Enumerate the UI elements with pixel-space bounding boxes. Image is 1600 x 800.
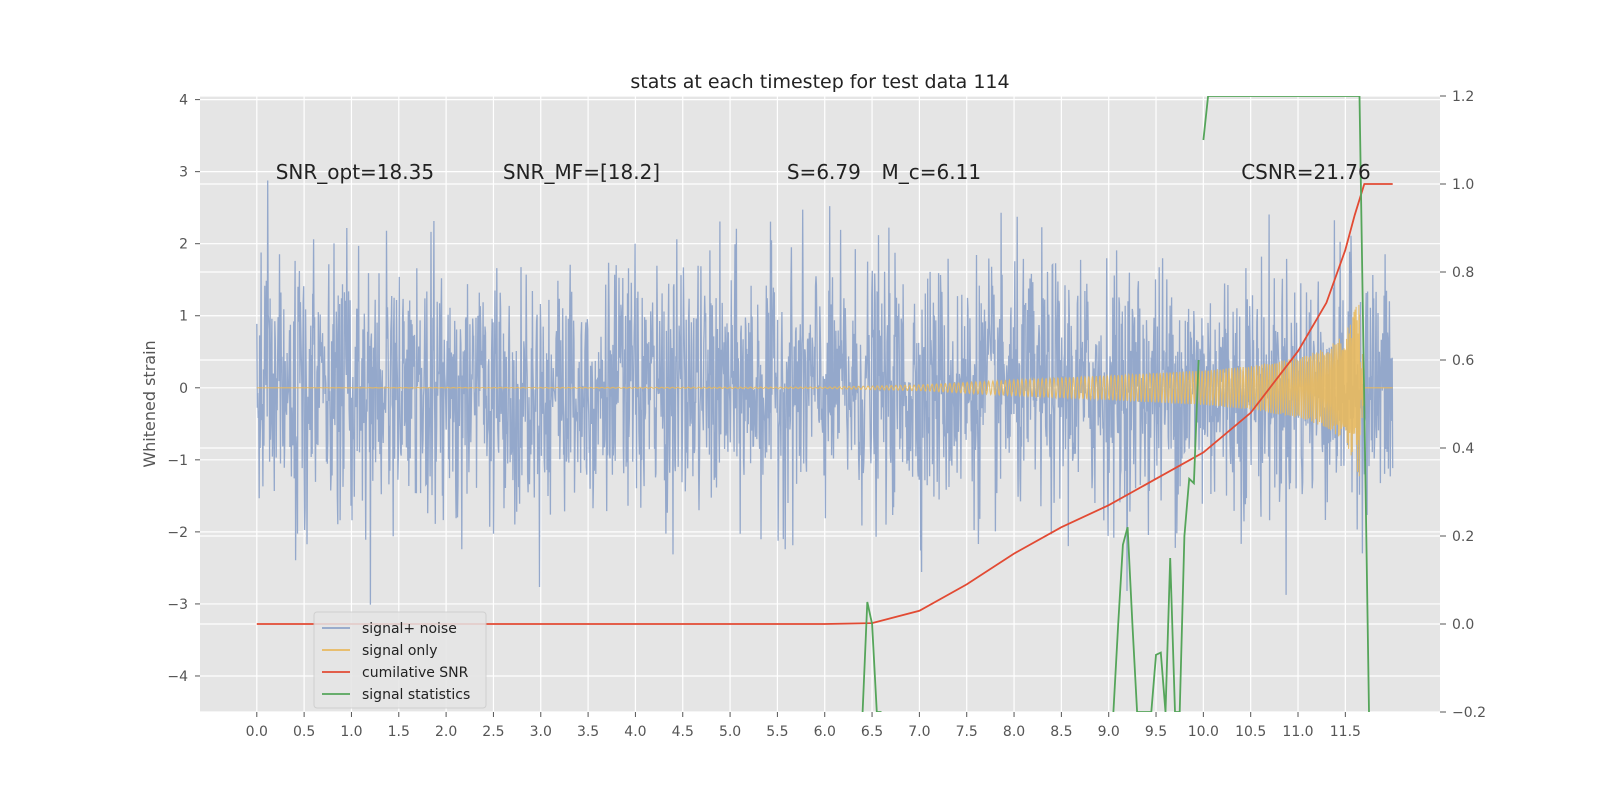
signal-noise-line: [256, 180, 1394, 605]
series-signal-statistics: [861, 96, 1370, 712]
x-tick-label: 11.0: [1282, 724, 1313, 740]
cumulative-snr-line: [256, 183, 1393, 625]
x-tick-label: 4.0: [624, 724, 646, 740]
y2-tick-label: 1.0: [1452, 177, 1474, 193]
chart-title: stats at each timestep for test data 114: [630, 71, 1009, 93]
plot-area: [256, 96, 1394, 712]
series-signal-noise: [256, 180, 1394, 605]
x-tick-label: 11.5: [1330, 724, 1361, 740]
x-tick-label: 8.0: [1003, 724, 1025, 740]
y-axis-ticks: −4 −3 −2 −1 0 1 2 3 4: [167, 93, 200, 685]
annotation-label: CSNR=21.76: [1241, 160, 1371, 184]
x-tick-label: 4.5: [672, 724, 694, 740]
y-tick-label: −3: [167, 597, 188, 613]
x-tick-label: 0.5: [293, 724, 315, 740]
annotation-label: SNR_MF=[18.2]: [503, 160, 660, 184]
y2-tick-label: 0.8: [1452, 265, 1474, 281]
y-tick-label: 1: [179, 309, 188, 325]
annotation-label: S=6.79: [787, 160, 861, 184]
series-signal-only: [256, 304, 1393, 477]
annotations: SNR_opt=18.35 SNR_MF=[18.2] S=6.79 M_c=6.11…: [276, 160, 1371, 184]
legend: signal+ noise signal only cumilative SNR si…: [313, 611, 487, 709]
annotation-label: SNR_opt=18.35: [276, 160, 434, 184]
y2-tick-label: 0.4: [1452, 441, 1474, 457]
legend-entry: signal+ noise: [362, 621, 457, 637]
x-tick-label: 1.5: [388, 724, 410, 740]
legend-entry: signal only: [362, 643, 437, 659]
legend-box: [313, 611, 487, 709]
x-tick-label: 10.0: [1188, 724, 1219, 740]
x-tick-label: 3.0: [530, 724, 552, 740]
annotation-label: M_c=6.11: [882, 160, 982, 184]
x-tick-label: 1.0: [340, 724, 362, 740]
x-tick-label: 5.5: [766, 724, 788, 740]
y-tick-label: −4: [167, 669, 188, 685]
y-tick-label: −1: [167, 453, 188, 469]
x-tick-label: 9.5: [1145, 724, 1167, 740]
y-axis-label: Whitened strain: [140, 340, 159, 467]
y2-tick-label: 0.6: [1452, 353, 1474, 369]
y-tick-label: −2: [167, 525, 188, 541]
y2-tick-label: 0.0: [1452, 617, 1474, 633]
y2-axis-ticks: −0.2 0.0 0.2 0.4 0.6 0.8 1.0 1.2: [1440, 89, 1486, 721]
x-tick-label: 5.0: [719, 724, 741, 740]
y-tick-label: 3: [179, 165, 188, 181]
series-cumulative-snr: [256, 183, 1393, 625]
legend-entry: signal statistics: [362, 687, 470, 703]
x-tick-label: 9.0: [1098, 724, 1120, 740]
x-tick-label: 6.0: [814, 724, 836, 740]
x-tick-label: 2.5: [482, 724, 504, 740]
signal-statistics-line: [1202, 96, 1370, 712]
signal-only-line: [256, 304, 1393, 477]
y2-tick-label: −0.2: [1452, 705, 1486, 721]
signal-statistics-line: [1112, 359, 1200, 712]
x-tick-label: 8.5: [1050, 724, 1072, 740]
x-tick-label: 10.5: [1235, 724, 1266, 740]
x-tick-label: 2.0: [435, 724, 457, 740]
legend-entry: cumilative SNR: [362, 665, 469, 681]
x-tick-label: 6.5: [861, 724, 883, 740]
x-tick-label: 3.5: [577, 724, 599, 740]
y-tick-label: 0: [179, 381, 188, 397]
x-tick-label: 0.0: [246, 724, 268, 740]
signal-statistics-line: [861, 601, 882, 712]
x-axis-ticks: 0.0 0.5 1.0 1.5 2.0 2.5 3.0 3.5 4.0 4.5 5.0 5.5 6.0 6…: [246, 712, 1361, 740]
y-tick-label: 2: [179, 237, 188, 253]
y-tick-label: 4: [179, 93, 188, 109]
x-tick-label: 7.0: [908, 724, 930, 740]
y2-tick-label: 0.2: [1452, 529, 1474, 545]
y2-tick-label: 1.2: [1452, 89, 1474, 105]
x-tick-label: 7.5: [956, 724, 978, 740]
